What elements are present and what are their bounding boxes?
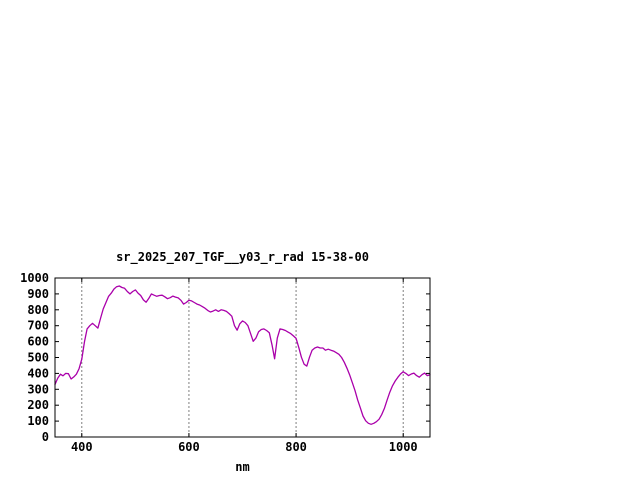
y-tick-label: 700 [27,319,49,333]
y-tick-label: 500 [27,351,49,365]
y-tick-label: 600 [27,335,49,349]
data-line [54,285,431,425]
x-axis-label: nm [235,460,250,474]
x-tick-label: 600 [178,440,200,454]
y-tick-label: 900 [27,287,49,301]
x-tick-label: 1000 [389,440,418,454]
y-tick-label: 300 [27,382,49,396]
y-tick-label: 100 [27,414,49,428]
y-tick-label: 1000 [20,271,49,285]
y-tick-label: 0 [42,430,49,444]
y-tick-label: 800 [27,303,49,317]
y-tick-label: 200 [27,398,49,412]
y-tick-label: 400 [27,366,49,380]
x-tick-label: 400 [71,440,93,454]
x-tick-label: 800 [285,440,307,454]
chart-title: sr_2025_207_TGF__y03_r_rad 15-38-00 [116,250,369,264]
plot-border [54,277,431,438]
